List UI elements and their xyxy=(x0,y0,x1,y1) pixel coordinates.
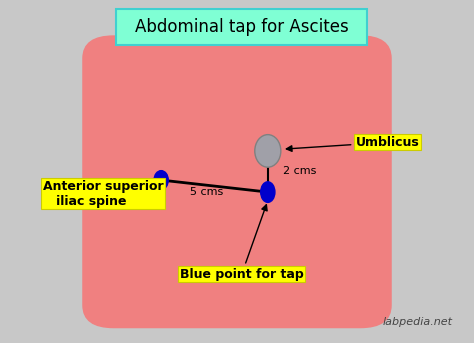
Ellipse shape xyxy=(261,182,275,202)
Text: Anterior superior
   iliac spine: Anterior superior iliac spine xyxy=(43,180,163,208)
Text: 5 cms: 5 cms xyxy=(190,187,223,197)
Text: Abdominal tap for Ascites: Abdominal tap for Ascites xyxy=(135,18,348,36)
Text: labpedia.net: labpedia.net xyxy=(382,317,452,328)
Text: Umblicus: Umblicus xyxy=(286,136,419,151)
FancyBboxPatch shape xyxy=(158,222,202,320)
FancyBboxPatch shape xyxy=(83,36,391,328)
Ellipse shape xyxy=(154,171,168,189)
Text: Blue point for tap: Blue point for tap xyxy=(180,205,304,281)
Text: 2 cms: 2 cms xyxy=(283,166,317,177)
FancyBboxPatch shape xyxy=(116,9,367,45)
FancyBboxPatch shape xyxy=(274,222,319,320)
Ellipse shape xyxy=(255,134,281,167)
